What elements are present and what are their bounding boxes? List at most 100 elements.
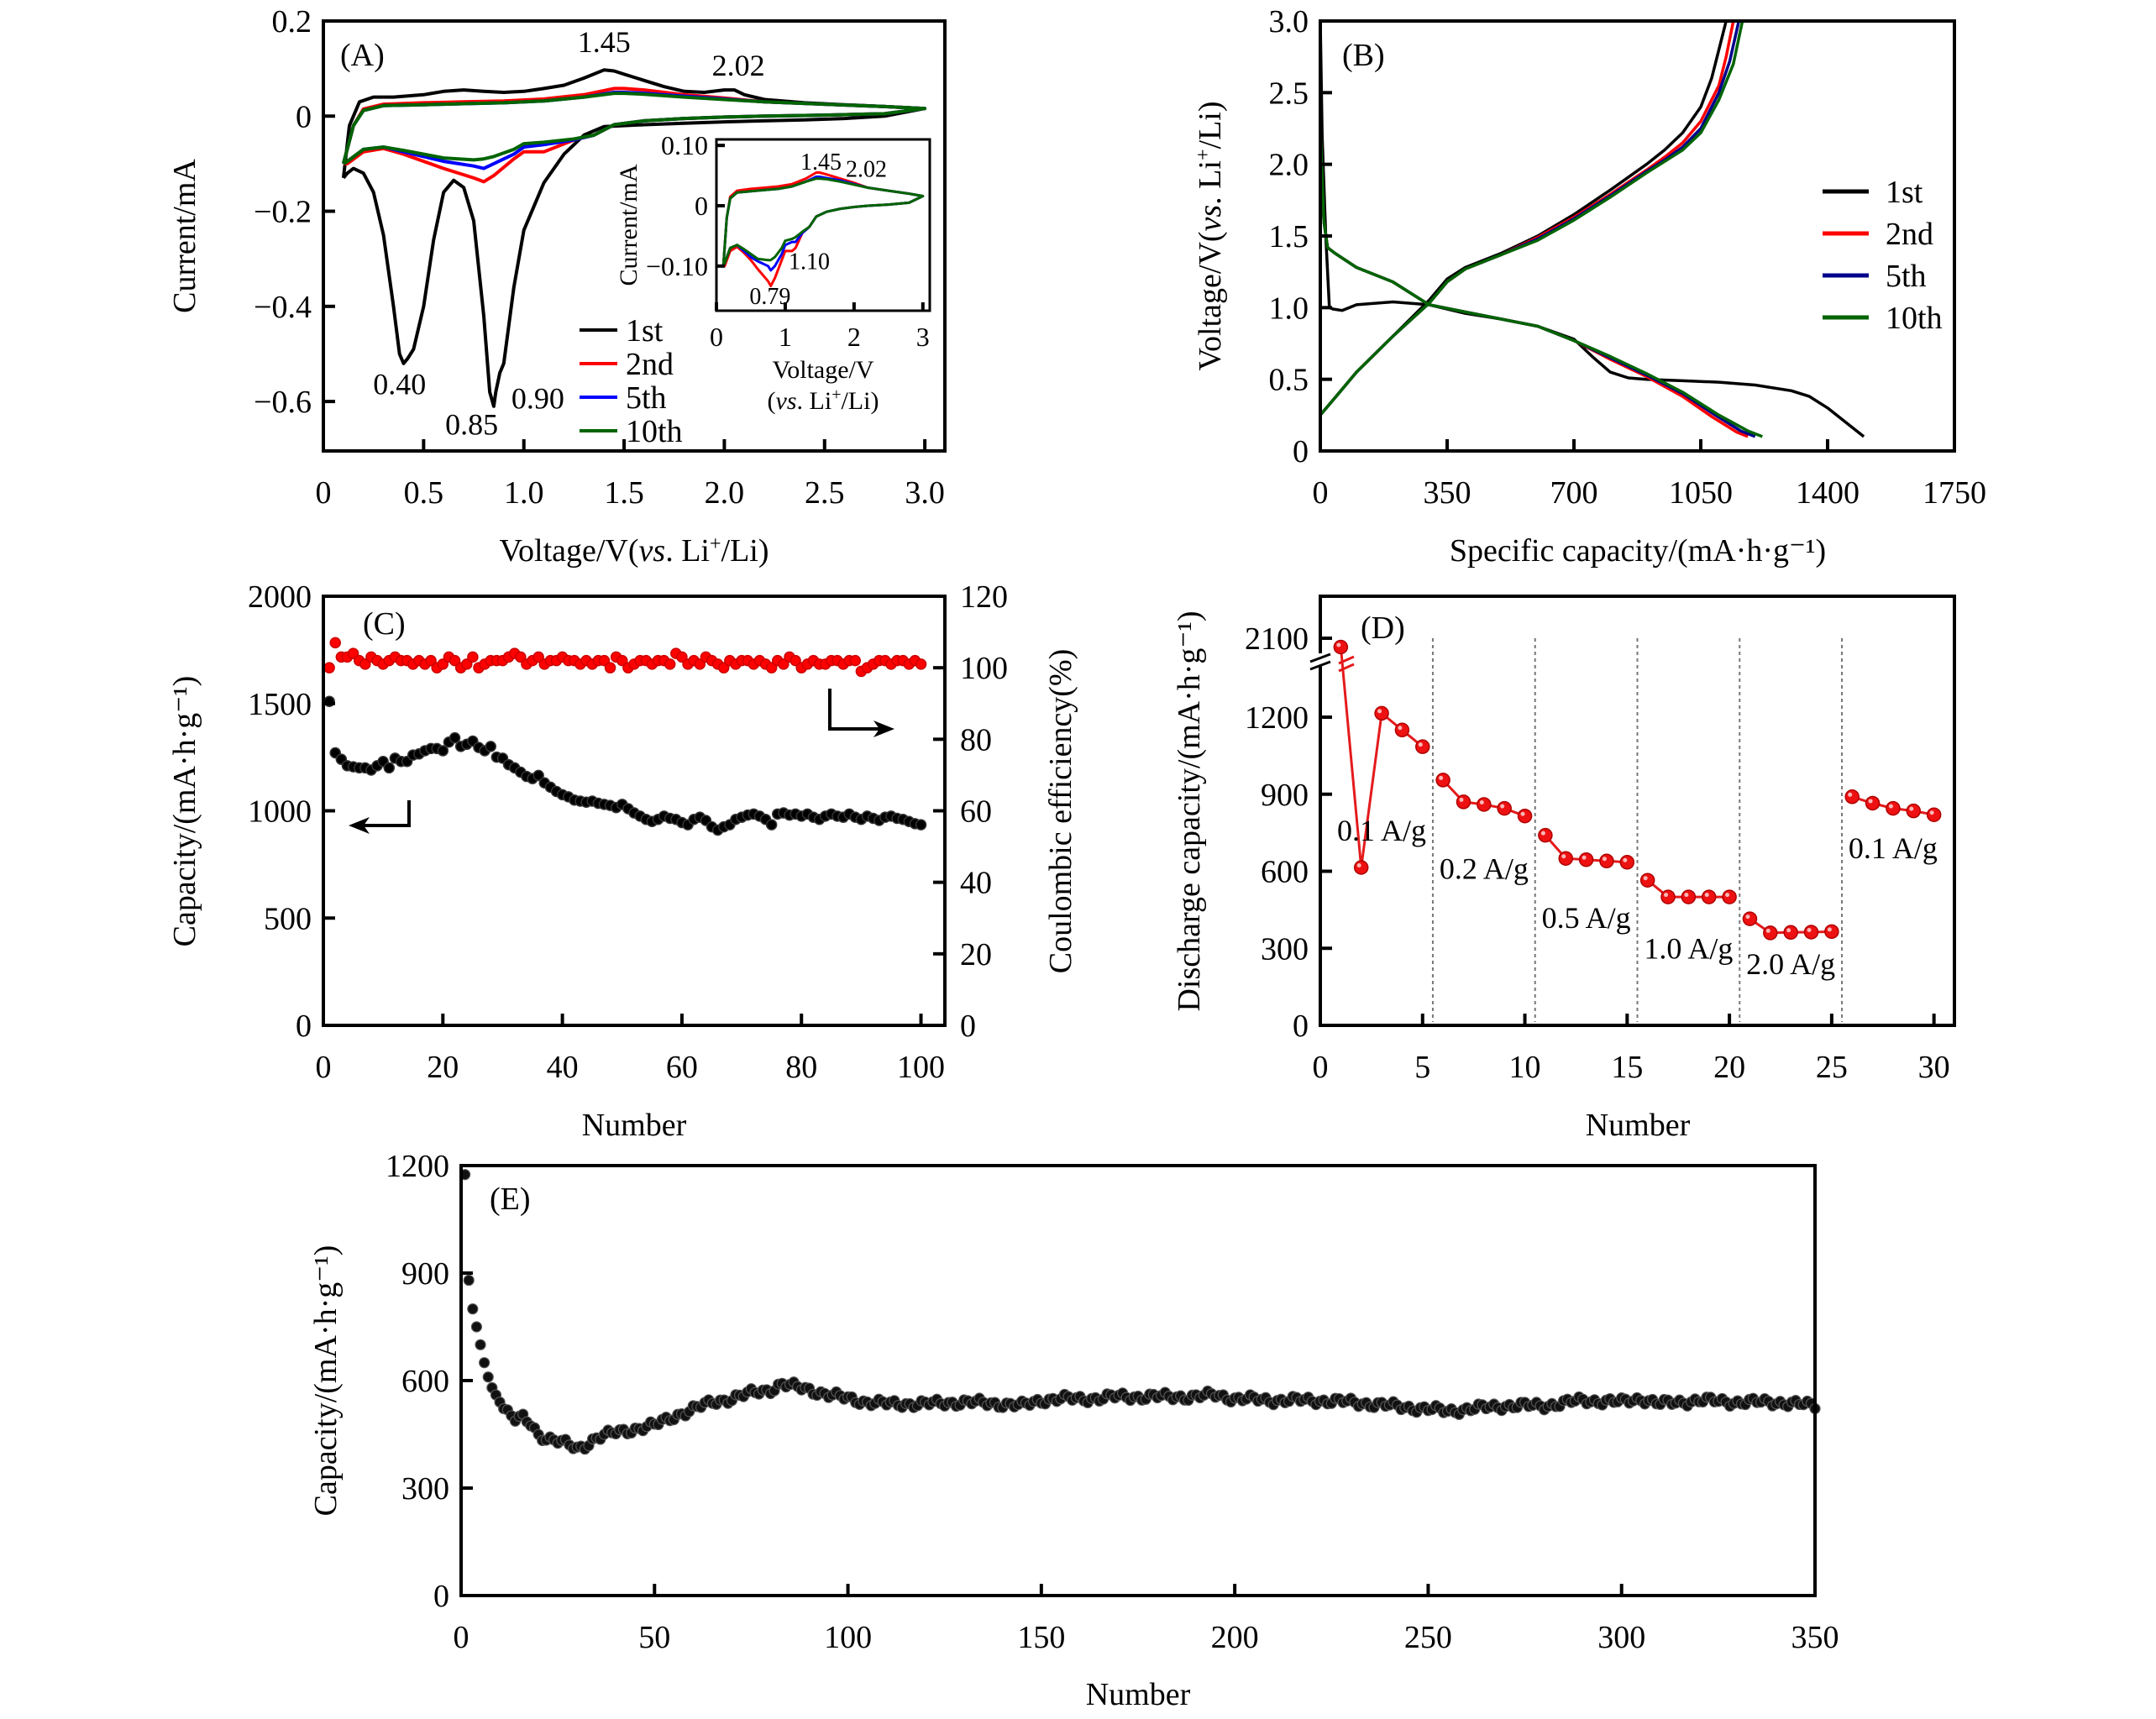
legend-label: 2nd <box>1886 217 1933 252</box>
inset-peak-label: 1.10 <box>789 249 830 275</box>
series-line-1st-discharge <box>1319 20 1865 438</box>
rate-point-highlight <box>1623 857 1628 862</box>
y-tick-label: −0.4 <box>254 290 312 325</box>
ce-point <box>676 651 688 663</box>
x-tick-label: 60 <box>666 1050 698 1085</box>
capacity-point <box>482 1371 494 1383</box>
capacity-point <box>475 1339 486 1350</box>
capacity-point <box>485 741 496 752</box>
rate-point <box>1865 795 1881 811</box>
y-tick-label: 0.2 <box>272 4 312 39</box>
series-line-2nd-charge <box>1319 20 1735 417</box>
x-tick-label: 2.5 <box>805 475 845 511</box>
y-tick-label: 0 <box>296 99 312 134</box>
panel-c-series <box>323 637 927 836</box>
x-tick-label: 100 <box>897 1050 945 1085</box>
rate-point-highlight <box>1377 709 1382 714</box>
y-tick-label: 0.5 <box>1269 363 1309 398</box>
right-y-tick-label: 20 <box>960 937 992 972</box>
inset-x-tick-label: 1 <box>779 322 792 352</box>
series-line-10th-discharge <box>1319 128 1763 438</box>
panel-c-ticks: 0 20 40 60 80 1000500100015002000020406080100… <box>248 579 1008 1085</box>
inset-peak-label: 0.79 <box>749 284 790 310</box>
rate-point <box>1477 797 1492 812</box>
x-tick-label: 250 <box>1404 1620 1452 1655</box>
rate-point <box>1415 739 1430 754</box>
legend-label: 10th <box>1886 301 1943 336</box>
rate-point <box>1681 889 1697 904</box>
ce-point <box>616 654 628 667</box>
x-tick-label: 1400 <box>1796 475 1860 511</box>
ce-point <box>437 658 449 670</box>
panel-b-y-axis-title: Voltage/V(vs. Li+/Li) <box>1193 101 1228 370</box>
panel-a-label: (A) <box>340 38 385 73</box>
ce-point <box>449 654 461 667</box>
panel-b-series <box>1319 20 1865 438</box>
rate-point <box>1824 924 1839 940</box>
ce-point <box>359 658 371 670</box>
y-tick-label: 0 <box>433 1579 449 1614</box>
rate-point <box>1886 800 1901 816</box>
rate-label: 0.2 A/g <box>1440 852 1529 886</box>
right-y-tick-label: 80 <box>960 722 992 757</box>
ce-point <box>425 654 437 667</box>
capacity-point <box>765 819 778 831</box>
rate-point <box>1497 800 1512 816</box>
y-tick-label: 1200 <box>386 1149 449 1184</box>
rate-point <box>1701 889 1717 904</box>
right-y-tick-label: 40 <box>960 866 992 901</box>
legend-label: 5th <box>626 380 667 416</box>
x-tick-label: 3.0 <box>905 475 945 511</box>
rate-point <box>1517 808 1533 824</box>
rate-point-highlight <box>1827 927 1832 932</box>
rate-point <box>1578 852 1594 867</box>
capacity-point <box>383 762 396 774</box>
y-tick-label: 0 <box>1293 434 1309 469</box>
series-line-5th-discharge <box>1319 135 1756 438</box>
rate-point <box>1660 889 1676 904</box>
series-line-5th-charge <box>1319 20 1741 417</box>
y-tick-label: 2.5 <box>1269 76 1309 111</box>
rate-label: 0.5 A/g <box>1542 901 1631 935</box>
x-tick-label: 1750 <box>1923 475 1986 511</box>
rate-point <box>1538 827 1553 843</box>
right-y-tick-label: 60 <box>960 794 992 830</box>
right-y-tick-label: 120 <box>960 579 1008 615</box>
x-tick-label: 20 <box>1713 1050 1745 1085</box>
y-tick-label: 300 <box>1261 931 1309 967</box>
ce-point <box>461 658 473 670</box>
rate-label: 1.0 A/g <box>1644 931 1733 965</box>
x-tick-label: 350 <box>1791 1620 1839 1655</box>
rate-point <box>1639 873 1655 888</box>
inset-series <box>721 171 925 287</box>
y-tick-label: 600 <box>401 1364 449 1399</box>
x-tick-label: 30 <box>1918 1050 1950 1085</box>
rate-point <box>1456 794 1471 810</box>
rate-point-highlight <box>1684 893 1689 898</box>
x-tick-label: 80 <box>785 1050 817 1085</box>
left-arrow-line <box>357 800 411 827</box>
rate-point <box>1783 925 1798 941</box>
ce-point <box>778 658 789 670</box>
rate-point-highlight <box>1643 876 1648 881</box>
y-tick-label: 300 <box>401 1471 449 1507</box>
x-tick-label: 1.5 <box>604 475 644 511</box>
panel-c-label: (C) <box>363 606 406 642</box>
panel-e-frame <box>459 1164 1817 1597</box>
ce-point <box>329 637 341 649</box>
axis-break-mark <box>1309 652 1331 663</box>
rate-point <box>1763 925 1778 941</box>
panel-e-series <box>459 1169 1821 1455</box>
x-tick-label: 350 <box>1424 475 1471 511</box>
inset-x-tick-label: 0 <box>710 322 723 352</box>
rate-point-highlight <box>1500 804 1505 809</box>
rate-point-highlight <box>1561 854 1566 859</box>
x-tick-label: 1.0 <box>504 475 544 511</box>
peak-label: 0.85 <box>445 408 498 442</box>
inset-y-axis-title: Current/mA <box>615 164 643 286</box>
panel-e-ticks: 0 50 100 150 200 250 300 350 0 300 600 900 1200 <box>386 1149 1839 1655</box>
rate-point <box>1742 911 1758 926</box>
x-tick-label: 0 <box>316 1050 332 1085</box>
rate-point-highlight <box>1745 915 1750 920</box>
